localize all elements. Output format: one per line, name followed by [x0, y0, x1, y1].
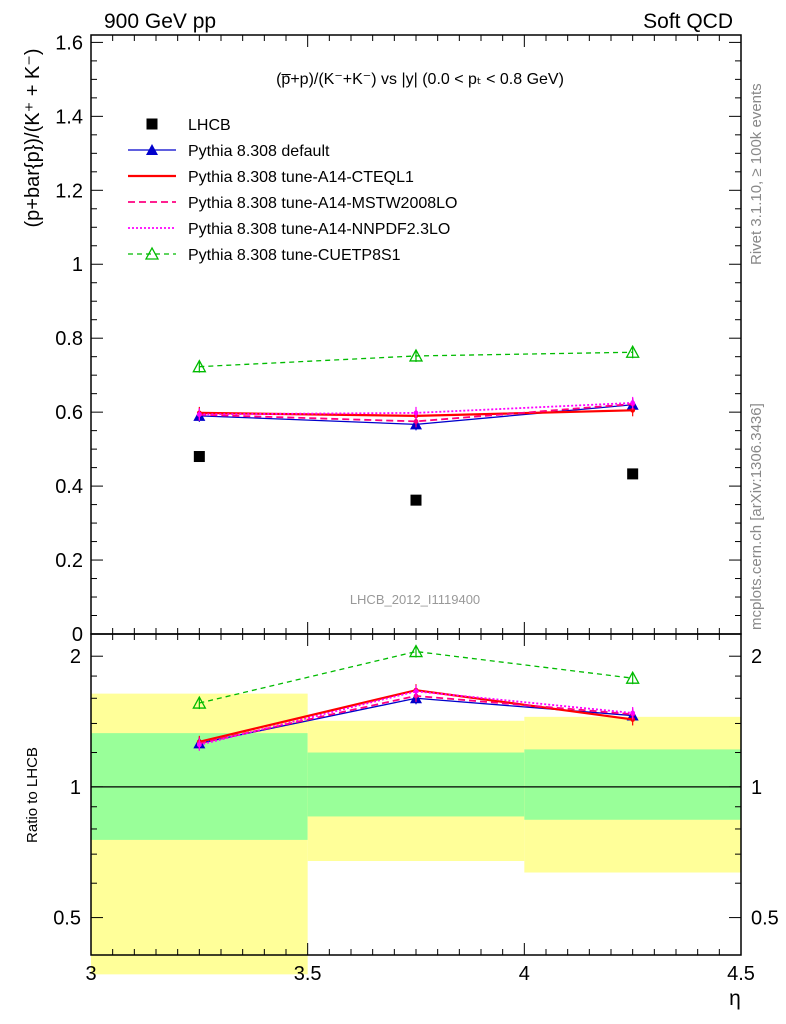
ratio-point-cuetp8s1	[192, 695, 207, 709]
legend-label-nnpdf: Pythia 8.308 tune-A14-NNPDF2.3LO	[188, 221, 450, 238]
ratio-band-inner	[524, 749, 741, 820]
x-tick-label: 4.5	[727, 963, 755, 985]
main-point-nnpdf	[196, 411, 202, 417]
rivet-version-label: Rivet 3.1.10, ≥ 100k events	[748, 83, 765, 265]
ratio-point-cuetp8s1	[625, 670, 640, 684]
ratio-series-nnpdf	[196, 685, 636, 751]
legend-label-default: Pythia 8.308 default	[188, 143, 330, 160]
plot-title: (p̅+p)/(K⁻+K⁻) vs |y| (0.0 < pₜ < 0.8 Ge…	[276, 71, 564, 88]
legend-item-cteql1: Pythia 8.308 tune-A14-CTEQL1	[128, 169, 414, 186]
ratio-plot: 3 3.5 4 4.5 0.5 0.5 1 1 2 2	[53, 633, 779, 985]
legend-marker-cuetp8s1	[144, 246, 160, 260]
ratio-y-tick-label-right: 0.5	[751, 908, 779, 930]
legend-item-default: Pythia 8.308 default	[128, 143, 330, 160]
main-plot: 0 0.2 0.4 0.6 0.8 1 1.2 1.4 1.6	[55, 32, 742, 646]
main-y-tick-label: 1.6	[55, 32, 83, 54]
main-y-tick-label: 0.4	[55, 476, 83, 498]
main-point-cuetp8s1	[192, 359, 207, 373]
ratio-series-cuetp8s1	[192, 644, 640, 710]
legend-item-nnpdf: Pythia 8.308 tune-A14-NNPDF2.3LO	[128, 221, 450, 238]
legend-label-cuetp8s1: Pythia 8.308 tune-CUETP8S1	[188, 247, 401, 264]
ratio-y-tick-label-right: 1	[751, 777, 762, 799]
ratio-y-tick-label-left: 0.5	[53, 908, 81, 930]
x-tick-label: 3	[85, 963, 96, 985]
x-tick-label: 3.5	[294, 963, 322, 985]
legend-item-mstw: Pythia 8.308 tune-A14-MSTW2008LO	[128, 195, 457, 212]
main-point-data	[410, 494, 422, 506]
ratio-point-cuetp8s1	[408, 644, 424, 658]
analysis-watermark: LHCB_2012_I1119400	[350, 592, 480, 607]
ratio-band-inner	[307, 752, 525, 817]
legend-label-cteql1: Pythia 8.308 tune-A14-CTEQL1	[188, 169, 414, 186]
ratio-point-nnpdf	[630, 710, 636, 716]
main-point-nnpdf	[630, 400, 636, 406]
main-y-tick-label: 0.6	[55, 402, 83, 424]
ratio-y-axis-label: Ratio to LHCB	[24, 747, 41, 843]
legend-marker-default	[146, 144, 158, 155]
main-point-mstw	[413, 418, 419, 424]
main-y-tick-label: 0.2	[55, 550, 83, 572]
main-series-data	[193, 451, 639, 506]
x-axis-label: η	[729, 987, 741, 1010]
ratio-point-nnpdf	[196, 742, 202, 748]
ratio-y-tick-label-right: 2	[751, 646, 762, 668]
mcplots-label: mcplots.cern.ch [arXiv:1306.3436]	[748, 403, 765, 630]
legend-item-data: LHCB	[146, 117, 231, 134]
main-point-nnpdf	[413, 410, 419, 416]
main-series-cuetp8s1	[192, 344, 640, 373]
main-y-tick-label: 1.4	[55, 106, 83, 128]
main-point-cuetp8s1	[625, 344, 640, 358]
legend-label-mstw: Pythia 8.308 tune-A14-MSTW2008LO	[188, 195, 457, 212]
main-line-mstw	[199, 403, 633, 423]
main-point-data	[193, 451, 205, 463]
x-tick-label: 4	[519, 963, 530, 985]
header-right: Soft QCD	[643, 10, 733, 33]
main-y-tick-label: 1	[72, 254, 83, 276]
main-y-tick-label: 1.2	[55, 180, 83, 202]
main-y-tick-label: 0.8	[55, 328, 83, 350]
main-point-cteql1	[630, 407, 636, 413]
header-left: 900 GeV pp	[104, 10, 216, 33]
legend-label-data: LHCB	[188, 117, 231, 134]
ratio-line-nnpdf	[199, 690, 633, 746]
main-point-data	[627, 468, 639, 480]
ratio-y-tick-label-left: 2	[70, 646, 81, 668]
ratio-point-nnpdf	[413, 688, 419, 694]
main-y-axis-label: (p+bar{p})/(K⁺ + K⁻)	[22, 49, 44, 228]
main-series-nnpdf	[196, 396, 636, 421]
main-point-cuetp8s1	[408, 348, 424, 362]
main-y-tick-label: 0	[72, 624, 83, 646]
ratio-y-tick-label-left: 1	[70, 777, 81, 799]
legend: LHCB Pythia 8.308 default Pythia 8.308 tun…	[128, 117, 457, 264]
legend-marker-data	[146, 118, 158, 130]
ratio-line-cuetp8s1	[199, 650, 633, 704]
legend-item-cuetp8s1: Pythia 8.308 tune-CUETP8S1	[128, 246, 401, 264]
